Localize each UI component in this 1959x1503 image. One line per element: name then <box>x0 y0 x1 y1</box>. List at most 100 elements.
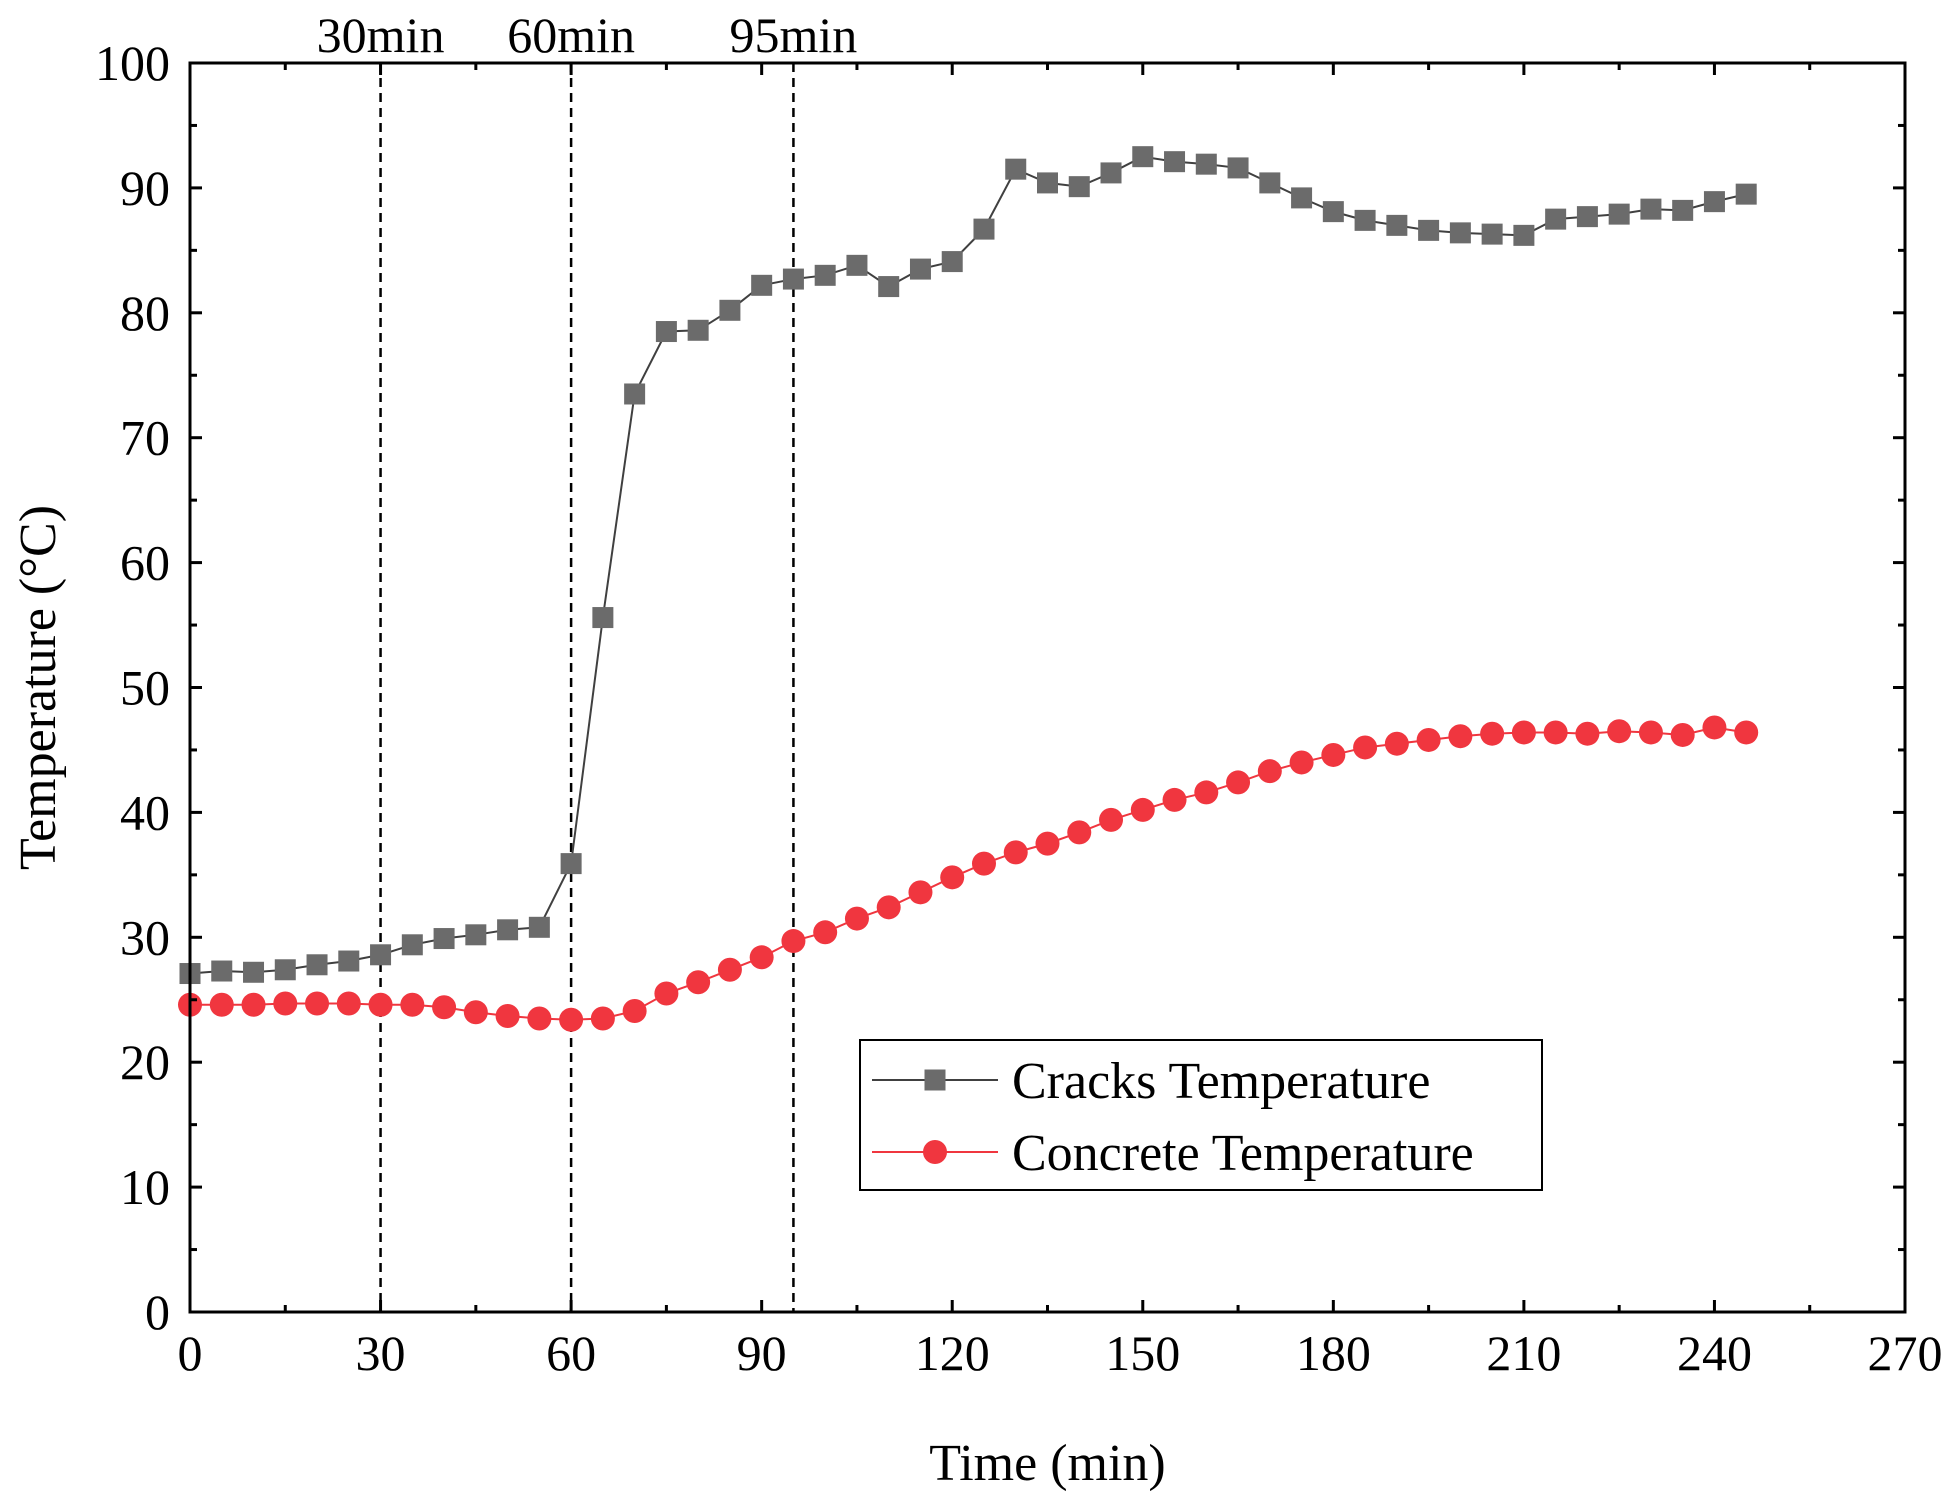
data-point <box>1543 720 1568 745</box>
data-point <box>940 865 965 890</box>
data-point <box>973 218 995 240</box>
data-point <box>1418 219 1440 241</box>
data-point <box>1227 157 1249 179</box>
data-point <box>527 1006 552 1031</box>
data-point <box>243 961 265 983</box>
x-tick-label: 240 <box>1677 1325 1752 1381</box>
legend-marker <box>924 1069 946 1091</box>
legend: Cracks Temperature Concrete Temperature <box>859 1039 1543 1191</box>
data-point <box>241 992 266 1017</box>
data-point <box>1162 787 1187 812</box>
y-tick-label: 10 <box>120 1159 170 1215</box>
data-point <box>1067 820 1092 845</box>
data-point <box>559 1007 584 1032</box>
data-point <box>432 995 457 1020</box>
data-point <box>909 258 931 280</box>
data-point <box>497 919 519 941</box>
legend-box <box>859 1039 1543 1191</box>
x-tick-label: 90 <box>737 1325 787 1381</box>
data-point <box>1513 224 1535 246</box>
data-point <box>1322 201 1344 223</box>
reference-label-30: 30min <box>317 7 445 63</box>
data-point <box>1384 731 1409 756</box>
data-point <box>1068 176 1090 198</box>
data-point <box>1035 831 1060 856</box>
data-point <box>1670 722 1695 747</box>
data-point <box>1003 840 1028 865</box>
legend-marker <box>923 1140 947 1164</box>
data-point <box>1448 724 1473 749</box>
data-point <box>1575 721 1600 746</box>
data-point <box>1638 720 1663 745</box>
vertical-reference-lines: 30min 60min 95min <box>317 7 858 1312</box>
data-point <box>624 383 646 405</box>
y-tick-label: 90 <box>120 160 170 216</box>
data-point <box>1449 222 1471 244</box>
data-point <box>782 268 804 290</box>
y-tick-label: 40 <box>120 784 170 840</box>
data-point <box>1321 742 1346 767</box>
data-point <box>876 895 901 920</box>
data-point <box>1099 807 1124 832</box>
data-point <box>908 880 933 905</box>
data-point <box>1257 759 1282 784</box>
data-point <box>465 924 487 946</box>
x-tick-label: 270 <box>1868 1325 1943 1381</box>
x-tick-label: 150 <box>1105 1325 1180 1381</box>
data-point <box>1353 735 1378 760</box>
data-point <box>1703 191 1725 213</box>
data-point <box>1194 780 1219 805</box>
x-tick-label: 180 <box>1296 1325 1371 1381</box>
data-point <box>1608 203 1630 225</box>
data-point <box>528 916 550 938</box>
legend-item-concrete-temperature: Concrete Temperature <box>872 1125 1474 1182</box>
reference-label-95: 95min <box>730 7 858 63</box>
data-point <box>846 254 868 276</box>
y-tick-label: 0 <box>145 1284 170 1340</box>
data-point <box>622 998 647 1023</box>
data-point <box>1164 151 1186 173</box>
data-point <box>814 264 836 286</box>
data-point <box>1480 721 1505 746</box>
data-point <box>336 991 361 1016</box>
data-point <box>1545 208 1567 230</box>
data-point <box>1100 162 1122 184</box>
data-point <box>1130 797 1155 822</box>
data-point <box>338 950 360 972</box>
data-point <box>1259 172 1281 194</box>
y-tick-label: 50 <box>120 660 170 716</box>
data-point <box>560 853 582 875</box>
data-point <box>1640 198 1662 220</box>
series-concrete-temperature <box>178 715 1759 1032</box>
data-point <box>1481 223 1503 245</box>
x-tick-label: 210 <box>1486 1325 1561 1381</box>
x-tick-label: 30 <box>356 1325 406 1381</box>
data-point <box>1702 715 1727 740</box>
y-tick-label: 20 <box>120 1034 170 1090</box>
legend-label: Cracks Temperature <box>1012 1053 1430 1110</box>
data-series <box>178 146 1759 1032</box>
data-point <box>1576 206 1598 228</box>
data-point <box>370 944 392 966</box>
data-point <box>495 1003 520 1028</box>
data-point <box>751 274 773 296</box>
data-point <box>1734 720 1759 745</box>
data-point <box>687 319 709 341</box>
y-tick-label: 70 <box>120 410 170 466</box>
data-point <box>781 929 806 954</box>
data-point <box>1511 720 1536 745</box>
data-point <box>1195 153 1217 175</box>
data-point <box>1386 214 1408 236</box>
data-point <box>1132 146 1154 168</box>
data-point <box>463 1000 488 1025</box>
data-point <box>1226 770 1251 795</box>
data-point <box>971 851 996 876</box>
x-axis-title: Time (min) <box>929 1435 1165 1492</box>
data-point <box>1607 719 1632 744</box>
data-point <box>368 992 393 1017</box>
data-point <box>209 992 234 1017</box>
axis-ticks <box>188 61 1907 1314</box>
